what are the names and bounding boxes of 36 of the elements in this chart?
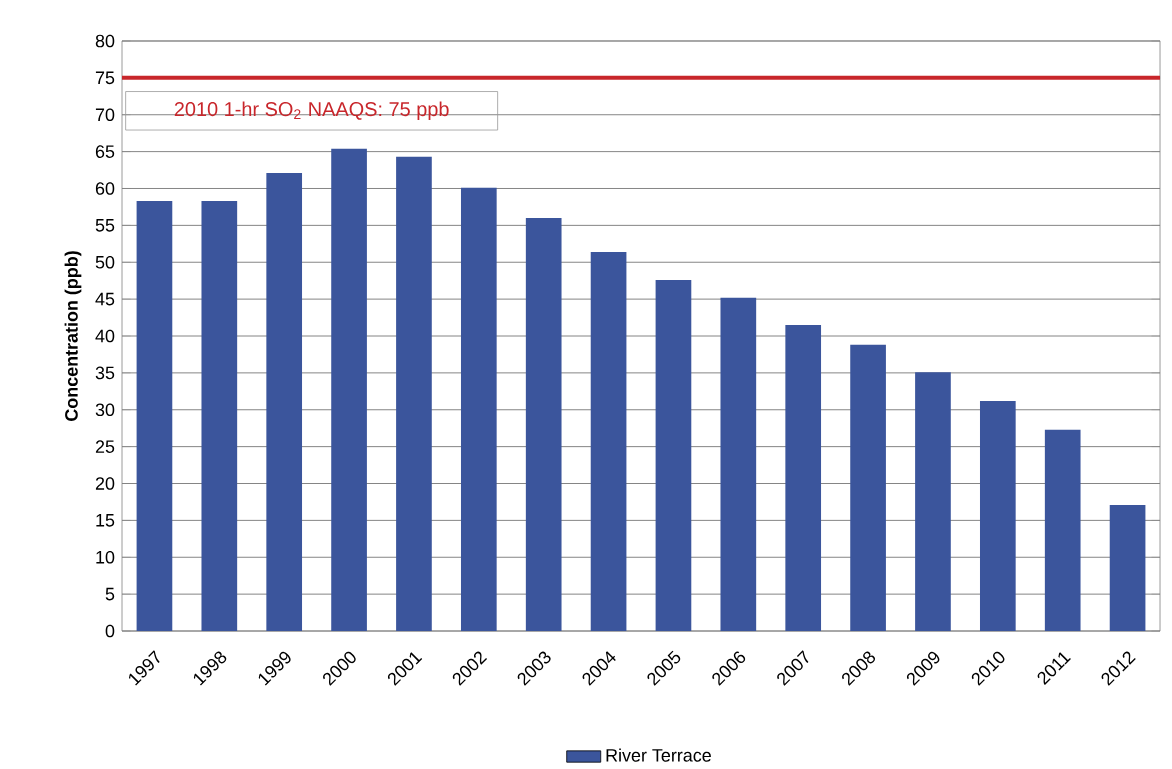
y-tick-label: 50	[95, 255, 115, 269]
y-tick-label: 15	[96, 514, 115, 527]
y-tick-label: 65	[95, 145, 115, 158]
bar	[396, 156, 432, 631]
y-tick-label: 35	[95, 366, 115, 380]
legend-label: River Terrace	[606, 748, 711, 762]
bar	[1109, 504, 1146, 631]
bar	[266, 173, 303, 631]
y-tick-label: 40	[95, 329, 115, 343]
bar	[655, 279, 692, 631]
y-tick-label: 55	[95, 219, 115, 232]
y-tick-label: 20	[95, 477, 115, 490]
y-tick-label: 0	[105, 624, 115, 638]
y-tick-label: 75	[95, 71, 115, 85]
y-tick-label: 5	[105, 587, 115, 601]
y-tick-label: 70	[95, 108, 115, 122]
y-tick-label: 60	[95, 182, 115, 195]
y-axis-title: Concentration (ppb)	[64, 251, 82, 421]
bar	[525, 217, 562, 631]
bar	[201, 201, 238, 631]
y-tick-label: 45	[95, 292, 115, 306]
bar	[850, 344, 886, 631]
y-tick-label: 80	[95, 34, 115, 48]
bar	[915, 372, 951, 631]
bar	[720, 297, 757, 631]
bar	[136, 201, 173, 631]
y-tick-label: 25	[95, 440, 115, 453]
bar	[590, 251, 627, 631]
bar	[460, 187, 497, 631]
bar	[979, 400, 1016, 631]
y-tick-label: 30	[95, 403, 115, 417]
bar	[1044, 429, 1081, 631]
bar	[331, 148, 367, 631]
ref-line-label: 2010 1-hr SO$_{2}$ NAAQS: 75 ppb	[174, 101, 449, 121]
y-tick-label: 10	[96, 550, 115, 564]
bar	[785, 324, 822, 631]
